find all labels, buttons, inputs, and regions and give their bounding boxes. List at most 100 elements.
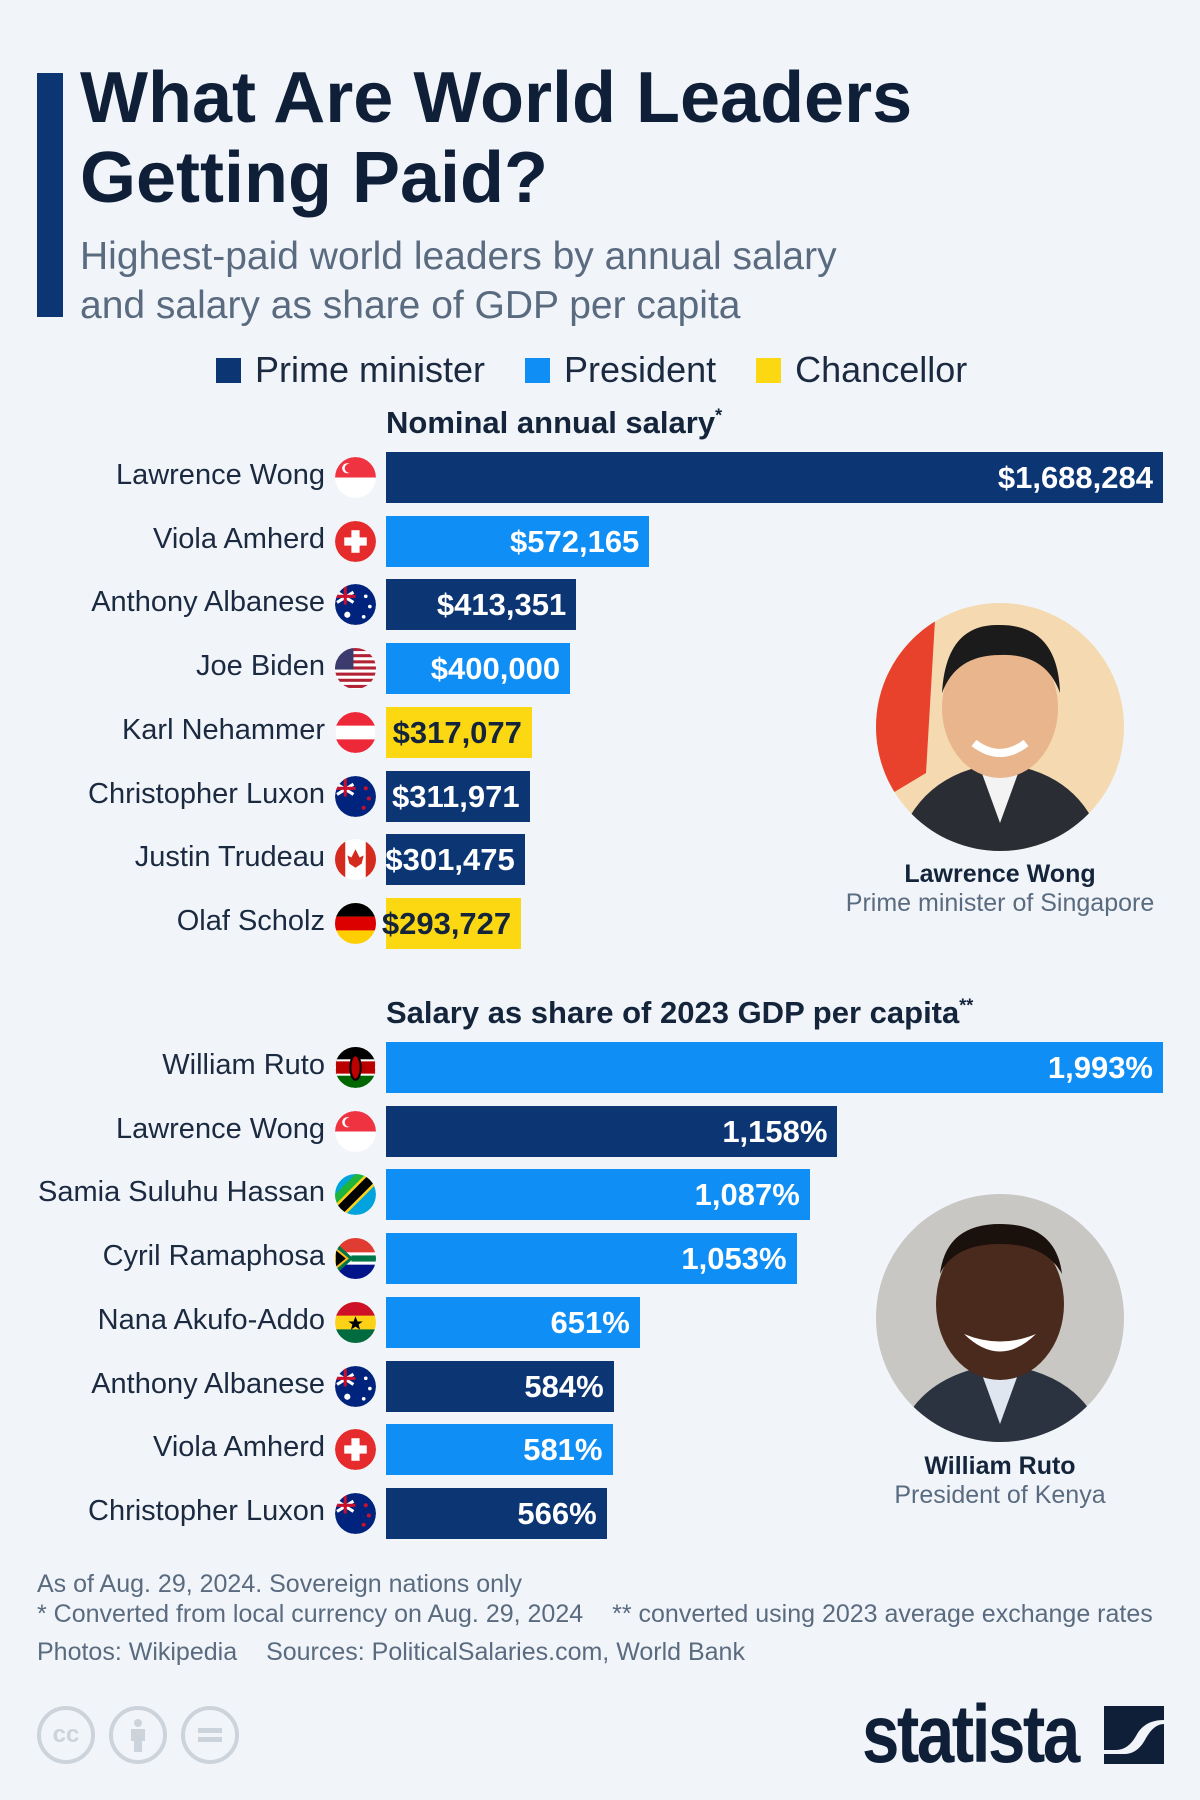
bar-row: Viola Amherd 581%: [0, 1424, 1200, 1476]
photo-credit: Photos: Wikipedia: [37, 1638, 238, 1666]
bar: 584%: [386, 1360, 614, 1412]
bar: $572,165: [386, 515, 650, 567]
chart-title-text: Nominal annual salary: [386, 405, 716, 440]
william-ruto-caption: William Ruto President of Kenya: [800, 1452, 1200, 1510]
legend-item-president: President: [525, 349, 716, 391]
flag-us-icon: [335, 648, 376, 690]
bar: 1,053%: [386, 1233, 797, 1285]
bar-category-label: William Ruto: [162, 1049, 325, 1081]
legend-item-chancellor: Chancellor: [756, 349, 967, 391]
bar-value-label: $311,971: [391, 778, 520, 814]
legend-label: Prime minister: [255, 349, 486, 390]
flag-za-icon: [335, 1238, 376, 1280]
bar-value-label: $1,688,284: [997, 460, 1153, 495]
title-line-2: Getting Paid?: [80, 138, 548, 218]
bar-row: Samia Suluhu Hassan 1,087%: [0, 1169, 1200, 1221]
flag-ca-icon: [335, 839, 376, 881]
legend-swatch: [216, 357, 241, 383]
legend-swatch: [525, 357, 551, 383]
william-ruto-photo: [876, 1194, 1124, 1442]
page-title: What Are World Leaders Getting Paid?: [80, 58, 1080, 218]
bar-category-label: Anthony Albanese: [91, 586, 325, 619]
bar: $413,351: [386, 579, 577, 631]
subtitle: Highest-paid world leaders by annual sal…: [80, 232, 980, 330]
subtitle-line-1: Highest-paid world leaders by annual sal…: [80, 235, 837, 278]
bar-row: Christopher Luxon 566%: [0, 1487, 1200, 1539]
chart-title-mark: **: [959, 995, 974, 1016]
bar-row: Lawrence Wong $1,688,284: [0, 452, 1200, 503]
flag-at-icon: [335, 711, 376, 753]
bar-category-label: Viola Amherd: [153, 522, 325, 555]
no-derivatives-icon[interactable]: [181, 1706, 239, 1764]
bar-category-label: Cyril Ramaphosa: [102, 1240, 325, 1273]
bar: $311,971: [386, 770, 530, 822]
bar: 651%: [386, 1296, 640, 1348]
attribution-icon[interactable]: [109, 1706, 167, 1764]
bar-value-label: $301,475: [385, 842, 515, 878]
chart-title-gdp-share: Salary as share of 2023 GDP per capita**: [386, 995, 973, 1031]
bar-row: Olaf Scholz $293,727: [0, 897, 1200, 949]
flag-nz-icon: [335, 1492, 376, 1534]
sources: Sources: PoliticalSalaries.com, World Ba…: [266, 1638, 745, 1666]
chart-title-mark: *: [715, 405, 723, 426]
legend-item-prime-minister: Prime minister: [216, 349, 485, 391]
bar-value-label: 566%: [517, 1495, 597, 1531]
bar-row: Joe Biden $400,000: [0, 643, 1200, 695]
bar-row: William Ruto 1,993%: [0, 1042, 1200, 1093]
bar-row: Karl Nehammer $317,077: [0, 706, 1200, 758]
bar-category-label: Nana Akufo-Addo: [97, 1303, 325, 1336]
flag-ch-icon: [335, 520, 376, 562]
flag-au-icon: [335, 584, 376, 626]
flag-de-icon: [335, 902, 376, 944]
bar: $293,727: [382, 897, 522, 949]
cc-icon[interactable]: cc: [37, 1706, 95, 1764]
bar-value-label: $400,000: [430, 651, 561, 687]
bar-row: Anthony Albanese 584%: [0, 1360, 1200, 1412]
bar-value-label: 581%: [523, 1432, 603, 1468]
bar-row: Nana Akufo-Addo 651%: [0, 1296, 1200, 1348]
flag-sg-icon: [335, 457, 376, 498]
flag-au-icon: [335, 1365, 376, 1407]
bar: 1,087%: [386, 1169, 810, 1221]
bar-value-label: $413,351: [436, 587, 567, 623]
footer-footnotes: * Converted from local currency on Aug. …: [37, 1600, 1153, 1629]
bar: 1,993%: [386, 1042, 1163, 1093]
footnote-2: ** converted using 2023 average exchange…: [612, 1600, 1153, 1628]
bar-value-label: 1,087%: [694, 1177, 800, 1213]
legend-swatch: [756, 357, 782, 383]
bar-category-label: Christopher Luxon: [88, 777, 325, 810]
caption-role: Prime minister of Singapore: [845, 889, 1155, 917]
bar-row: Anthony Albanese $413,351: [0, 579, 1200, 631]
bar-row: Lawrence Wong 1,158%: [0, 1105, 1200, 1157]
bar-category-label: Olaf Scholz: [176, 904, 325, 937]
statista-logo[interactable]: statista: [862, 1689, 1080, 1780]
bar-category-label: Justin Trudeau: [134, 841, 325, 874]
legend-label: Chancellor: [795, 349, 968, 390]
flag-tz-icon: [335, 1174, 376, 1216]
bar-category-label: Samia Suluhu Hassan: [38, 1176, 325, 1209]
legend: Prime minister President Chancellor: [216, 349, 967, 391]
lawrence-wong-photo: [876, 603, 1124, 851]
bar-value-label: $317,077: [392, 714, 522, 750]
bar-row: Viola Amherd $572,165: [0, 515, 1200, 567]
subtitle-line-2: and salary as share of GDP per capita: [80, 284, 741, 327]
bar-row: Christopher Luxon $311,971: [0, 770, 1200, 822]
title-accent-bar: [37, 73, 63, 317]
bar-category-label: Viola Amherd: [153, 1431, 325, 1464]
bar: $400,000: [386, 643, 571, 695]
bar-value-label: 1,053%: [681, 1241, 787, 1277]
flag-ke-icon: [335, 1047, 376, 1088]
bar-value-label: 1,993%: [1047, 1050, 1153, 1085]
bar-category-label: Lawrence Wong: [115, 1112, 325, 1145]
bar: $1,688,284: [386, 452, 1163, 503]
bar-row: Cyril Ramaphosa 1,053%: [0, 1233, 1200, 1285]
bar-value-label: $572,165: [510, 523, 640, 559]
lawrence-wong-caption: Lawrence Wong Prime minister of Singapor…: [800, 860, 1200, 918]
portrait-image: [876, 603, 1104, 851]
bar-category-label: Joe Biden: [196, 650, 325, 683]
caption-role: President of Kenya: [894, 1481, 1106, 1509]
bar: $301,475: [385, 834, 525, 886]
caption-name: Lawrence Wong: [904, 860, 1096, 888]
footnote-1: * Converted from local currency on Aug. …: [37, 1600, 584, 1628]
bar: $317,077: [386, 706, 532, 758]
